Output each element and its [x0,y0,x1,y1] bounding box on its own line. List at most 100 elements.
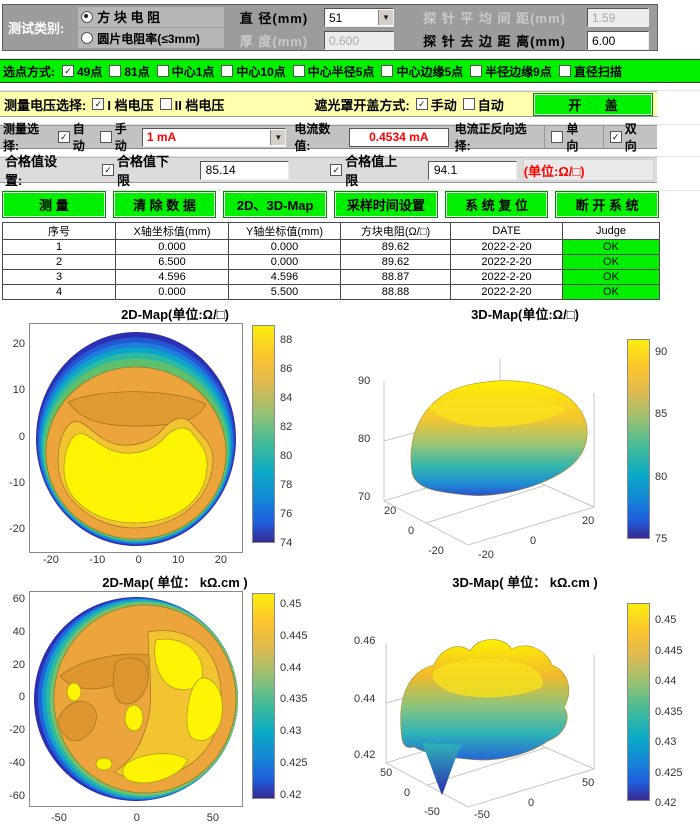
tick-label: 0 [133,812,140,824]
radio-unselected-icon[interactable] [81,32,94,45]
checkbox-center-edge-5[interactable]: 中心边缘5点 [381,63,463,80]
spacer [0,149,700,157]
right-floor-tick: -50 [474,809,490,821]
checkbox-icon[interactable] [156,65,169,77]
checkbox-dual-direction[interactable]: 双 向 [602,122,657,153]
checkbox-center-1[interactable]: 中心1点 [156,63,214,80]
chart-3d-resistivity: 3D-Map( 单位： kΩ.cm ) [350,569,700,830]
radio-sheet-resistance[interactable]: 方 块 电 阻 [78,6,224,27]
point-mode-label: 选点方式: [3,64,55,79]
checkbox-voltage-range-1[interactable]: I 档电压 [92,95,154,114]
checkbox-icon[interactable] [57,131,70,143]
chevron-down-icon[interactable]: ▼ [378,10,393,25]
table-cell: 4.596 [228,269,341,285]
checkbox-icon[interactable] [558,65,571,77]
checkbox-icon[interactable] [551,131,564,143]
checkbox-icon[interactable] [462,98,475,110]
table-cell: 0.000 [228,254,341,270]
tick-label: 20 [214,554,227,566]
checkbox-diameter-scan[interactable]: 直径扫描 [558,63,622,80]
disconnect-system-button[interactable]: 断 开 系 统 [555,191,660,218]
tick-label: 0.43 [280,725,302,738]
checkbox-icon[interactable] [415,98,428,110]
radio-wafer-resistivity[interactable]: 圆片电阻率(≤3mm) [78,28,224,49]
checkbox-lower-limit[interactable]: 合格值下限 [102,151,172,189]
right-floor-tick: -20 [478,549,494,561]
checkbox-icon[interactable] [221,65,234,77]
clear-data-button[interactable]: 清 除 数 据 [112,191,217,218]
tick-label: -20 [43,554,59,566]
checkbox-icon[interactable] [102,164,115,176]
table-row: 1 0.000 0.000 89.62 2022-2-20 OK [2,239,660,255]
tick-label: 0.435 [280,693,308,706]
checkbox-measure-auto[interactable]: 自动 [57,120,96,154]
table-cell: 2022-2-20 [450,254,563,270]
sampling-time-button[interactable]: 采样时间设置 [334,191,438,218]
chevron-down-icon[interactable]: ▼ [270,129,286,145]
radio-label: 圆片电阻率(≤3mm) [97,31,200,46]
checkbox-49-points[interactable]: 49点 [62,63,102,80]
diameter-select[interactable]: 51 ▼ [324,8,394,27]
checkbox-81-points[interactable]: 81点 [109,63,150,80]
limits-label: 合格值设置: [5,154,58,188]
checkbox-cover-auto[interactable]: 自动 [462,95,504,114]
diameter-value: 51 [329,10,343,25]
checkbox-measure-manual[interactable]: 手动 [99,120,138,154]
measure-button[interactable]: 测 量 [2,191,106,218]
left-floor-tick: -20 [428,545,444,557]
colorbar: 0.45 0.445 0.44 0.435 0.43 0.425 0.42 [627,591,683,823]
map-2d3d-button[interactable]: 2D、3D-Map [223,191,328,218]
checkbox-icon[interactable] [109,65,122,77]
table-cell: 0.000 [115,239,229,255]
table-header-cell: Y轴坐标值(mm) [228,222,341,240]
tick-label: 0.42 [655,797,677,809]
lower-limit-input[interactable]: 85.14 [199,160,289,180]
checkbox-icon[interactable] [92,98,105,110]
edge-distance-label: 探 针 去 边 距 离(mm) [423,34,566,49]
open-cover-button[interactable]: 开 盖 [533,92,653,116]
checkbox-center-10[interactable]: 中心10点 [221,63,286,80]
radio-selected-icon[interactable] [81,10,94,23]
checkbox-upper-limit[interactable]: 合格值上限 [330,151,400,189]
checkbox-single-direction[interactable]: 单 向 [544,122,598,153]
diameter-label: 直 径(mm) [239,11,309,26]
voltage-row: 测量电压选择: I 档电压 II 档电压 遮光罩开盖方式: 手动 自动 开 盖 [0,91,657,117]
checkbox-icon[interactable] [99,131,112,143]
checkbox-icon[interactable] [609,131,622,143]
system-reset-button[interactable]: 系 统 复 位 [444,191,549,218]
checkbox-cover-manual[interactable]: 手动 [415,95,457,114]
edge-distance-field[interactable]: 6.00 [587,31,649,50]
left-floor-tick: 20 [384,505,397,517]
cover-mode-label: 遮光罩开盖方式: [314,97,410,113]
tick-label: 10 [12,384,25,397]
checkbox-icon[interactable] [330,164,343,176]
tick-label: -60 [9,789,25,802]
test-type-radios: 方 块 电 阻 圆片电阻率(≤3mm) [78,5,224,50]
table-header-cell: DATE [450,222,563,240]
checkbox-radius-edge-9[interactable]: 半径边缘9点 [470,63,552,80]
checkbox-icon[interactable] [159,98,172,110]
checkbox-icon[interactable] [62,65,74,77]
table-row: 2 6.500 0.000 89.62 2022-2-20 OK [2,254,660,270]
checkbox-center-radius-5[interactable]: 中心半径5点 [292,63,374,80]
z-tick: 0.42 [354,749,376,761]
judge-cell: OK [562,254,660,270]
tick-label: 80 [655,470,668,483]
checkbox-icon[interactable] [470,65,483,77]
probe-spacing-label: 探 针 平 均 间 距(mm) [423,11,566,26]
wafer-contour-map [34,597,238,801]
tick-label: 0.445 [280,629,308,642]
checkbox-icon[interactable] [292,65,305,77]
upper-limit-input[interactable]: 94.1 [427,160,517,180]
current-range-select[interactable]: 1 mA ▼ [141,127,287,147]
spacer [0,183,700,191]
table-cell: 4.596 [115,269,229,285]
checkbox-icon[interactable] [381,65,394,77]
colorbar-gradient [252,593,275,799]
z-tick: 0.44 [354,693,376,705]
colorbar-ticks: 0.45 0.445 0.44 0.435 0.43 0.425 0.42 [655,603,683,823]
checkbox-voltage-range-2[interactable]: II 档电压 [159,95,224,114]
colorbar-ticks: 0.45 0.445 0.44 0.435 0.43 0.425 0.42 [280,591,308,811]
colorbar-gradient [252,325,275,543]
chart-3d-sheet-resistance: 3D-Map(单位:Ω/□) [350,303,700,569]
